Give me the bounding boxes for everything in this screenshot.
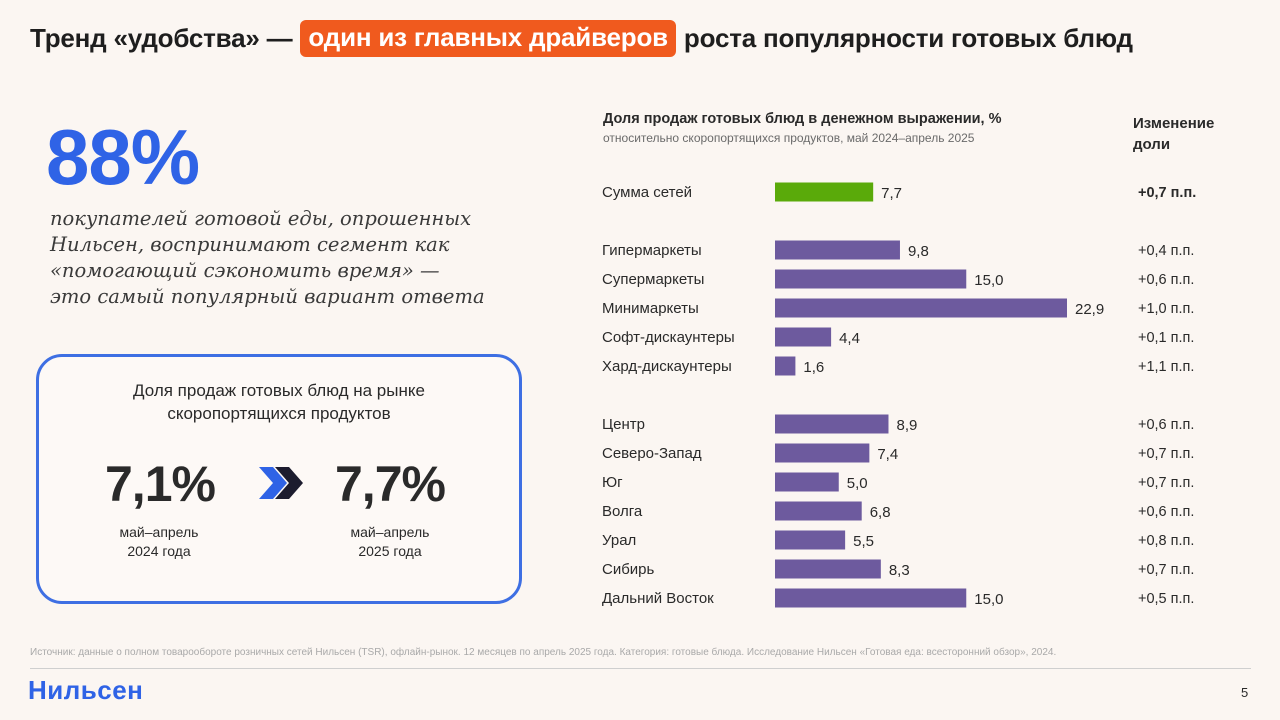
value-label: 8,9: [896, 417, 917, 434]
change-label: +0,6 п.п.: [1138, 417, 1194, 433]
value-label: 6,8: [870, 504, 891, 521]
category-label: Минимаркеты: [602, 300, 699, 317]
change-column-header: Изменение доли: [1133, 113, 1214, 155]
value-label: 8,3: [889, 562, 910, 579]
bar: [775, 472, 839, 492]
chart-title: Доля продаж готовых блюд в денежном выра…: [603, 111, 1002, 127]
value-label: 15,0: [974, 591, 1003, 608]
share-2025-value: 7,7%: [335, 456, 446, 512]
change-label: +0,6 п.п.: [1138, 504, 1194, 520]
stat-line: Нильсен, воспринимают сегмент как: [50, 233, 450, 256]
headline-stat: 88%: [46, 113, 200, 201]
value-label: 9,8: [908, 243, 929, 260]
change-label: +0,1 п.п.: [1138, 330, 1194, 346]
category-label: Северо-Запад: [602, 445, 702, 462]
value-label: 4,4: [839, 330, 860, 347]
period-2025: май–апрель 2025 года: [315, 523, 465, 561]
category-label: Центр: [602, 416, 645, 433]
card-title-line: скоропортящихся продуктов: [167, 404, 391, 423]
period-line: 2024 года: [127, 543, 191, 559]
bar: [775, 298, 1067, 318]
value-label: 7,7: [881, 185, 902, 202]
category-label: Сумма сетей: [602, 184, 692, 201]
title-after: роста популярности готовых блюд: [683, 23, 1133, 53]
change-label: +0,7 п.п.: [1138, 475, 1194, 491]
period-line: май–апрель: [119, 524, 199, 540]
double-chevron-right-icon: [257, 463, 307, 508]
change-label: +0,4 п.п.: [1138, 243, 1194, 259]
change-label: +0,7 п.п.: [1138, 185, 1196, 201]
bar: [775, 356, 796, 376]
card-title-line: Доля продаж готовых блюд на рынке: [133, 381, 425, 400]
value-label: 15,0: [974, 272, 1003, 289]
category-label: Дальний Восток: [602, 590, 714, 607]
card-title: Доля продаж готовых блюд на рынке скороп…: [39, 379, 519, 425]
bar: [775, 327, 832, 347]
bar: [775, 501, 862, 521]
category-label: Юг: [602, 474, 623, 491]
change-label: +0,7 п.п.: [1138, 446, 1194, 462]
period-line: 2025 года: [358, 543, 422, 559]
bar: [775, 443, 870, 463]
change-label: +0,8 п.п.: [1138, 533, 1194, 549]
stat-description: покупателей готовой еды, опрошенных Ниль…: [50, 206, 510, 310]
category-label: Хард-дискаунтеры: [602, 358, 732, 375]
bar: [775, 588, 967, 608]
category-label: Супермаркеты: [602, 271, 704, 288]
chart-subtitle: относительно скоропортящихся продуктов, …: [603, 131, 975, 145]
change-label: +0,7 п.п.: [1138, 562, 1194, 578]
change-label: +1,0 п.п.: [1138, 301, 1194, 317]
bar-chart: Сумма сетей 7,7 +0,7 п.п. Гипермаркеты 9,8 +0…: [602, 182, 1196, 608]
source-footnote: Источник: данные о полном товарообороте …: [30, 647, 1057, 658]
period-2024: май–апрель 2024 года: [84, 523, 234, 561]
title-before: Тренд «удобства» —: [30, 23, 293, 53]
value-label: 7,4: [877, 446, 898, 463]
share-2024-value: 7,1%: [105, 456, 216, 512]
bar: [775, 530, 846, 550]
nielsen-logo: Нильсен: [28, 675, 144, 705]
bar: [775, 182, 874, 202]
category-label: Сибирь: [602, 561, 655, 578]
period-line: май–апрель: [350, 524, 430, 540]
stat-line: это самый популярный вариант ответа: [50, 285, 485, 308]
change-label: +1,1 п.п.: [1138, 359, 1194, 375]
category-label: Урал: [602, 532, 636, 549]
bar: [775, 559, 881, 579]
stat-line: «помогающий сэкономить время» —: [50, 259, 440, 282]
category-label: Волга: [602, 503, 643, 520]
bar: [775, 414, 889, 434]
bar: [775, 240, 900, 260]
share-card: Доля продаж готовых блюд на рынке скороп…: [36, 354, 522, 604]
value-label: 22,9: [1075, 301, 1104, 318]
change-header-line: Изменение: [1133, 115, 1215, 132]
stat-line: покупателей готовой еды, опрошенных: [50, 207, 472, 230]
page-number: 5: [1241, 685, 1249, 700]
change-label: +0,5 п.п.: [1138, 591, 1194, 607]
bar: [775, 269, 967, 289]
footer-divider: [30, 668, 1251, 669]
value-label: 5,0: [847, 475, 868, 492]
value-label: 5,5: [853, 533, 874, 550]
category-label: Софт-дискаунтеры: [602, 329, 735, 346]
category-label: Гипермаркеты: [602, 242, 702, 259]
change-label: +0,6 п.п.: [1138, 272, 1194, 288]
title-highlight: один из главных драйверов: [300, 20, 676, 57]
value-label: 1,6: [803, 359, 824, 376]
page-title: Тренд «удобства» — один из главных драйв…: [30, 20, 1133, 57]
change-header-line: доли: [1133, 136, 1171, 153]
